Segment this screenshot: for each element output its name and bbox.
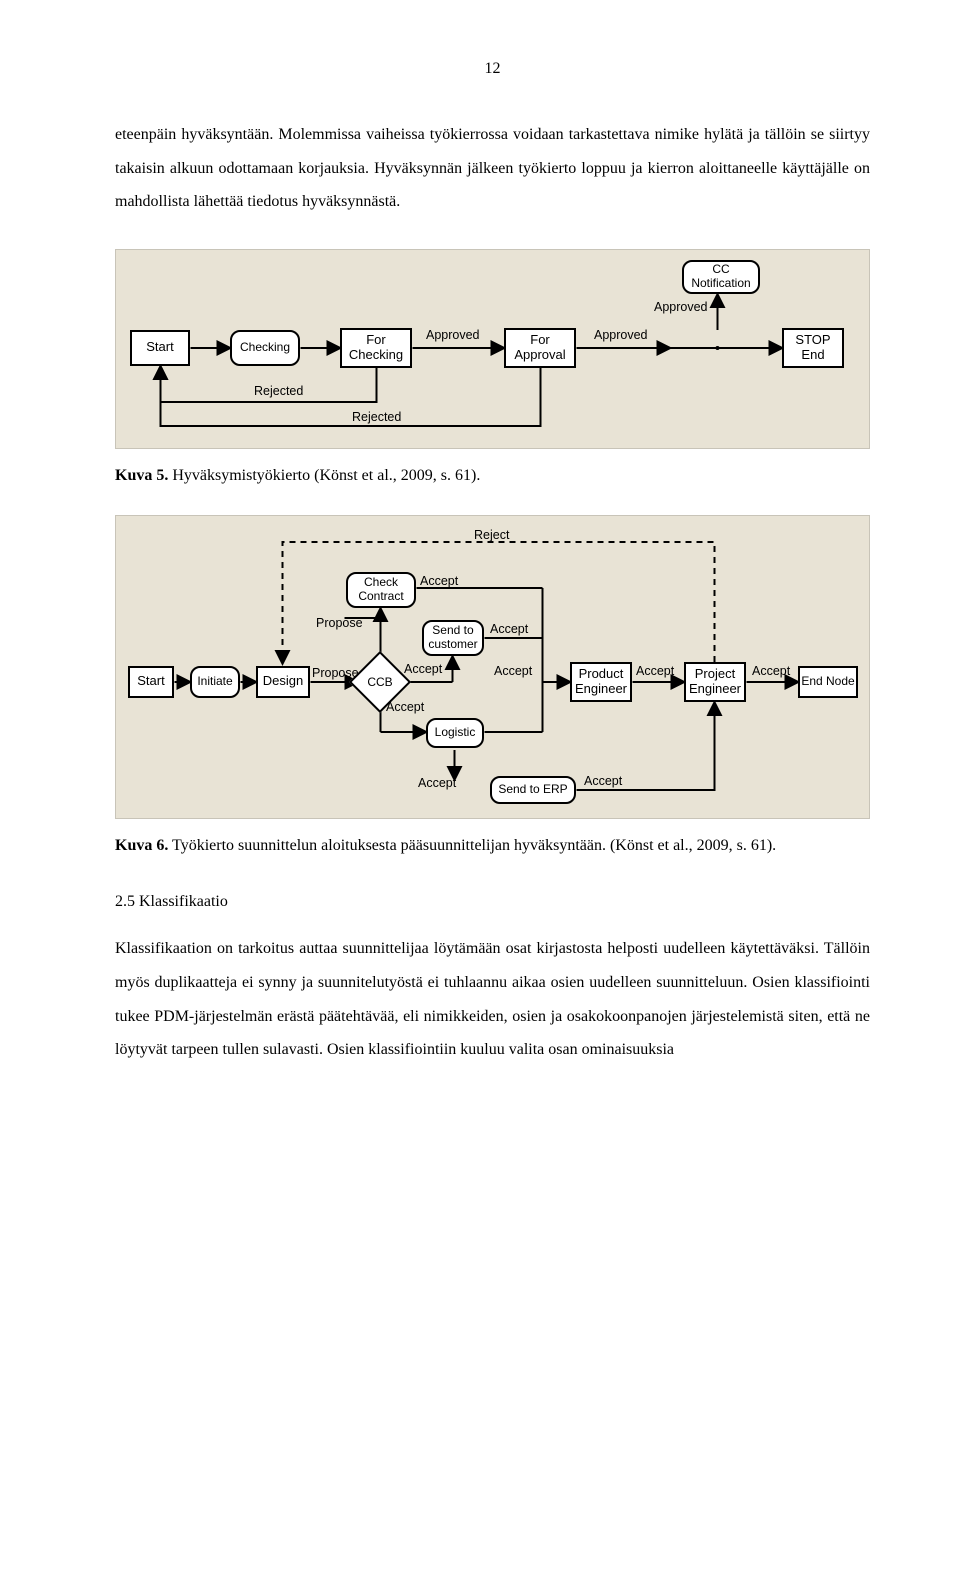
- fig5-label-approved-1: Approved: [426, 328, 480, 342]
- fig6-node-logistic: Logistic: [426, 718, 484, 748]
- fig6-label-propose-2: Propose: [312, 666, 359, 680]
- fig5-label-approved-2: Approved: [594, 328, 648, 342]
- fig6-label-accept-8: Accept: [418, 776, 456, 790]
- fig5-node-for-checking: For Checking: [340, 328, 412, 368]
- figure-6-caption-text: Työkierto suunnittelun aloituksesta pääs…: [168, 837, 776, 854]
- fig6-label-accept-2: Accept: [404, 662, 442, 676]
- fig6-label-accept-1: Accept: [420, 574, 458, 588]
- figure-5-caption-num: Kuva 5.: [115, 467, 168, 484]
- fig5-node-checking: Checking: [230, 330, 300, 366]
- fig6-node-ccb: CCB: [358, 660, 402, 704]
- fig6-label-reject: Reject: [474, 528, 509, 542]
- fig6-node-send-erp: Send to ERP: [490, 776, 576, 804]
- figure-6-caption: Kuva 6. Työkierto suunnittelun aloitukse…: [115, 837, 870, 855]
- page-number: 12: [115, 60, 870, 78]
- fig5-label-approved-3: Approved: [654, 300, 708, 314]
- fig6-label-propose-1: Propose: [316, 616, 363, 630]
- section-heading: 2.5 Klassifikaatio: [115, 885, 870, 919]
- figure-5-caption-text: Hyväksymistyökierto (Könst et al., 2009,…: [168, 467, 480, 484]
- fig5-node-for-approval: For Approval: [504, 328, 576, 368]
- fig5-node-cc: CC Notification: [682, 260, 760, 294]
- fig6-label-accept-4: Accept: [490, 622, 528, 636]
- fig6-node-start: Start: [128, 666, 174, 698]
- figure-5-canvas: Start Checking For Checking For Approval…: [122, 256, 863, 442]
- fig6-node-project-eng: Project Engineer: [684, 662, 746, 702]
- fig6-label-accept-6: Accept: [636, 664, 674, 678]
- figure-5-frame: Start Checking For Checking For Approval…: [115, 249, 870, 449]
- figure-5-caption: Kuva 5. Hyväksymistyökierto (Könst et al…: [115, 467, 870, 485]
- fig6-node-initiate: Initiate: [190, 666, 240, 698]
- figure-6-canvas: Start Initiate Design CCB Check Contract…: [122, 522, 863, 812]
- figure-6-caption-num: Kuva 6.: [115, 837, 168, 854]
- fig6-node-end: End Node: [798, 666, 858, 698]
- fig6-node-product-eng: Product Engineer: [570, 662, 632, 702]
- fig5-label-rejected-2: Rejected: [352, 410, 401, 424]
- fig5-label-rejected-1: Rejected: [254, 384, 303, 398]
- fig6-node-design: Design: [256, 666, 310, 698]
- fig6-label-accept-3: Accept: [386, 700, 424, 714]
- fig6-label-accept-7: Accept: [752, 664, 790, 678]
- fig6-label-accept-5: Accept: [494, 664, 532, 678]
- paragraph-2: Klassifikaation on tarkoitus auttaa suun…: [115, 932, 870, 1066]
- fig6-node-check-contract: Check Contract: [346, 572, 416, 608]
- figure-6: Start Initiate Design CCB Check Contract…: [115, 515, 870, 819]
- fig6-ccb-text: CCB: [358, 660, 402, 704]
- paragraph-1: eteenpäin hyväksyntään. Molemmissa vaihe…: [115, 118, 870, 219]
- figure-6-frame: Start Initiate Design CCB Check Contract…: [115, 515, 870, 819]
- fig5-node-start: Start: [130, 330, 190, 366]
- figure-5: Start Checking For Checking For Approval…: [115, 249, 870, 449]
- fig6-node-send-customer: Send to customer: [422, 620, 484, 656]
- fig6-label-accept-9: Accept: [584, 774, 622, 788]
- page: 12 eteenpäin hyväksyntään. Molemmissa va…: [0, 0, 960, 1167]
- fig5-node-stop: STOP End: [782, 328, 844, 368]
